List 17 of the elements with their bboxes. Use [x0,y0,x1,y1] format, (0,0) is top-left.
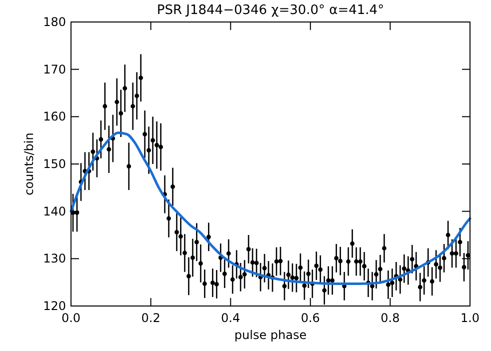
x-tick-label: 0.2 [141,311,160,325]
y-tick-label: 160 [43,110,66,124]
x-tick-label: 0.4 [221,311,240,325]
y-tick-label: 150 [43,157,66,171]
y-tick-label: 120 [43,299,66,313]
x-tick-label: 1.0 [460,311,480,325]
x-tick-label: 0.6 [300,311,320,325]
y-tick-label: 180 [43,15,66,29]
y-tick-label: 170 [43,62,66,76]
x-axis-title: pulse phase [234,328,307,342]
line-series [70,132,472,286]
chart-title: PSR J1844−0346 χ=30.0° α=41.4° [156,3,384,18]
y-tick-label: 130 [43,252,66,266]
y-axis-title: counts/bin [22,132,36,196]
y-tick-label: 140 [43,204,66,218]
x-tick-label: 0.0 [61,311,81,325]
x-tick-label: 0.8 [380,311,400,325]
